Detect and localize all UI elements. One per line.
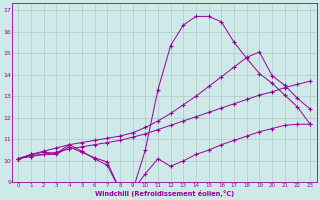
X-axis label: Windchill (Refroidissement éolien,°C): Windchill (Refroidissement éolien,°C)	[95, 190, 234, 197]
